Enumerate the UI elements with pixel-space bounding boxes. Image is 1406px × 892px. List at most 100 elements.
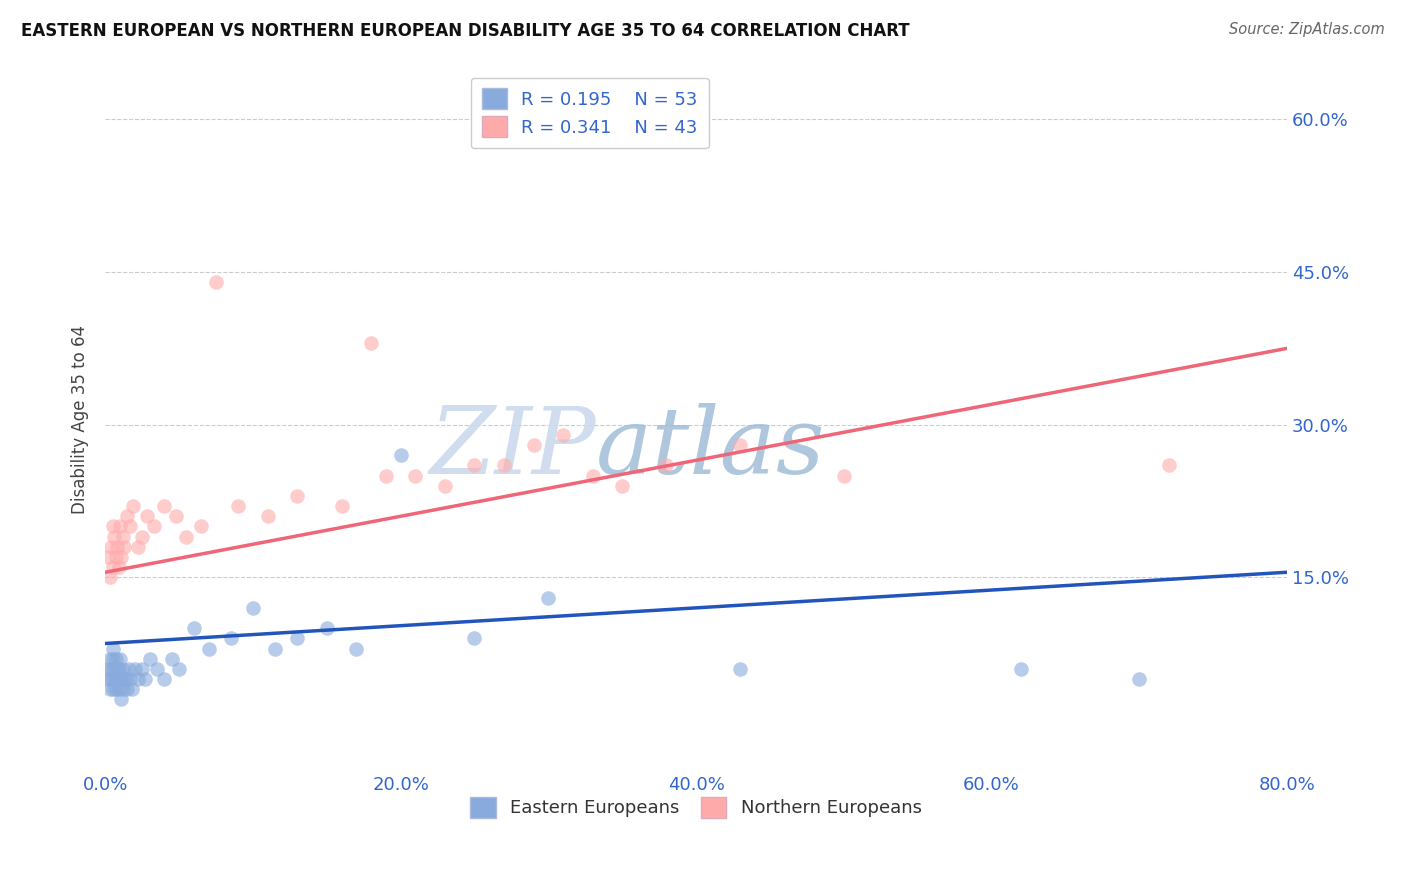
Text: ZIP: ZIP <box>429 402 596 492</box>
Point <box>105 540 128 554</box>
Point <box>97 672 120 686</box>
Point <box>153 672 176 686</box>
Point <box>118 662 141 676</box>
Point <box>110 549 132 564</box>
Legend: Eastern Europeans, Northern Europeans: Eastern Europeans, Northern Europeans <box>463 789 929 825</box>
Point <box>101 641 124 656</box>
Point <box>183 621 205 635</box>
Point <box>124 662 146 676</box>
Point <box>256 509 278 524</box>
Point <box>110 692 132 706</box>
Point <box>197 641 219 656</box>
Point <box>264 641 287 656</box>
Point <box>101 682 124 697</box>
Point <box>100 540 122 554</box>
Point <box>167 662 190 676</box>
Point <box>612 479 634 493</box>
Point <box>105 662 128 676</box>
Point <box>110 672 132 686</box>
Point <box>100 672 122 686</box>
Point <box>135 509 157 524</box>
Point <box>122 499 145 513</box>
Point <box>103 530 125 544</box>
Point <box>107 682 129 697</box>
Point <box>176 530 198 544</box>
Point <box>582 468 605 483</box>
Point <box>98 570 121 584</box>
Point <box>131 530 153 544</box>
Point <box>190 519 212 533</box>
Point <box>120 519 142 533</box>
Point <box>832 468 855 483</box>
Point <box>120 672 142 686</box>
Point <box>101 560 124 574</box>
Point <box>111 682 134 697</box>
Text: Source: ZipAtlas.com: Source: ZipAtlas.com <box>1229 22 1385 37</box>
Point <box>101 652 124 666</box>
Point <box>315 621 337 635</box>
Point <box>121 682 143 697</box>
Point <box>111 530 134 544</box>
Point <box>108 652 131 666</box>
Point <box>374 468 396 483</box>
Point <box>463 632 485 646</box>
Point <box>134 672 156 686</box>
Point <box>127 540 149 554</box>
Point <box>104 652 127 666</box>
Point <box>117 509 139 524</box>
Point <box>492 458 515 473</box>
Point <box>153 499 176 513</box>
Point <box>360 336 382 351</box>
Point <box>730 662 752 676</box>
Point <box>112 540 135 554</box>
Point <box>117 682 139 697</box>
Point <box>111 662 134 676</box>
Point <box>551 428 574 442</box>
Point <box>522 438 544 452</box>
Point <box>1128 672 1150 686</box>
Point <box>404 468 426 483</box>
Point <box>389 448 412 462</box>
Point <box>226 499 249 513</box>
Point <box>330 499 353 513</box>
Point <box>96 662 118 676</box>
Point <box>100 662 122 676</box>
Point <box>101 519 124 533</box>
Point <box>108 519 131 533</box>
Point <box>1157 458 1180 473</box>
Point <box>97 549 120 564</box>
Point <box>463 458 485 473</box>
Point <box>112 672 135 686</box>
Point <box>127 672 149 686</box>
Point <box>205 275 228 289</box>
Point <box>285 632 308 646</box>
Text: EASTERN EUROPEAN VS NORTHERN EUROPEAN DISABILITY AGE 35 TO 64 CORRELATION CHART: EASTERN EUROPEAN VS NORTHERN EUROPEAN DI… <box>21 22 910 40</box>
Point <box>115 672 138 686</box>
Point <box>108 672 131 686</box>
Point <box>138 652 160 666</box>
Point <box>107 560 129 574</box>
Point <box>344 641 367 656</box>
Y-axis label: Disability Age 35 to 64: Disability Age 35 to 64 <box>72 325 89 514</box>
Point <box>103 662 125 676</box>
Text: atlas: atlas <box>596 402 825 492</box>
Point <box>1010 662 1032 676</box>
Point <box>242 600 264 615</box>
Point <box>730 438 752 452</box>
Point <box>146 662 169 676</box>
Point <box>104 672 127 686</box>
Point <box>105 672 128 686</box>
Point <box>104 549 127 564</box>
Point <box>219 632 242 646</box>
Point <box>165 509 187 524</box>
Point <box>104 682 127 697</box>
Point <box>537 591 560 605</box>
Point <box>98 682 121 697</box>
Point <box>103 672 125 686</box>
Point <box>433 479 456 493</box>
Point <box>142 519 165 533</box>
Point <box>285 489 308 503</box>
Point <box>655 458 678 473</box>
Point <box>98 652 121 666</box>
Point <box>131 662 153 676</box>
